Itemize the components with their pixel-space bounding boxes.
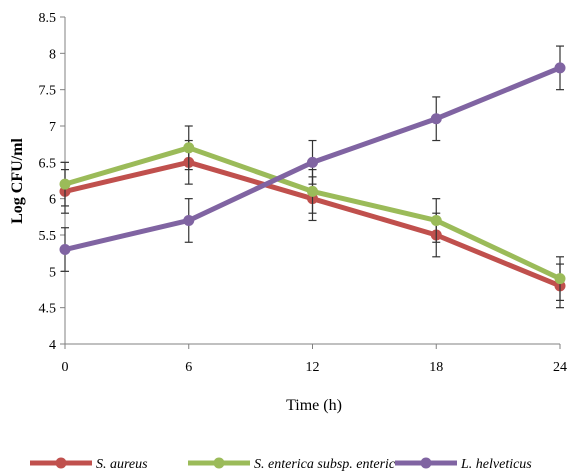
legend-label: S. enterica subsp. enteric — [254, 457, 396, 472]
legend-swatch-marker — [213, 457, 225, 469]
y-tick-label: 8.5 — [39, 11, 57, 26]
y-tick-label: 4.5 — [39, 302, 57, 317]
data-point — [183, 214, 195, 226]
legend-swatch-marker — [420, 457, 432, 469]
y-tick-label: 8 — [49, 47, 56, 62]
y-tick-label: 6 — [49, 193, 56, 208]
legend-label: L. helveticus — [460, 457, 532, 472]
y-axis-ticks: 4 4.5 5 5.5 6 6.5 7 7.5 8 8.5 — [39, 11, 65, 353]
series-group — [59, 45, 566, 272]
data-point — [307, 156, 318, 168]
x-tick-label: 24 — [553, 360, 567, 375]
legend-label: S. aureus — [96, 457, 148, 472]
y-tick-label: 6.5 — [39, 156, 57, 171]
data-point — [554, 62, 566, 74]
y-tick-label: 5.5 — [39, 229, 57, 244]
legend-swatch-marker — [55, 457, 67, 469]
series-layer — [59, 45, 566, 309]
x-tick-label: 18 — [429, 360, 443, 375]
legend: S. aureus S. enterica subsp. enteric L. he… — [30, 457, 532, 472]
y-tick-label: 7 — [49, 120, 56, 135]
data-point — [430, 113, 442, 125]
x-tick-label: 12 — [306, 360, 320, 375]
y-tick-label: 7.5 — [39, 84, 57, 99]
data-point — [554, 273, 566, 285]
data-point — [59, 244, 71, 256]
y-tick-label: 4 — [49, 338, 56, 353]
x-axis-ticks: 0 6 12 18 24 — [62, 344, 567, 375]
x-tick-label: 0 — [62, 360, 69, 375]
x-tick-label: 6 — [185, 360, 192, 375]
y-tick-label: 5 — [49, 265, 56, 280]
x-axis-title: Time (h) — [286, 397, 342, 414]
data-point — [183, 142, 195, 154]
y-axis-title: Log CFU/ml — [9, 138, 26, 224]
data-point — [307, 185, 318, 197]
data-point — [430, 214, 442, 226]
series-group — [59, 125, 566, 301]
data-point — [59, 178, 71, 190]
